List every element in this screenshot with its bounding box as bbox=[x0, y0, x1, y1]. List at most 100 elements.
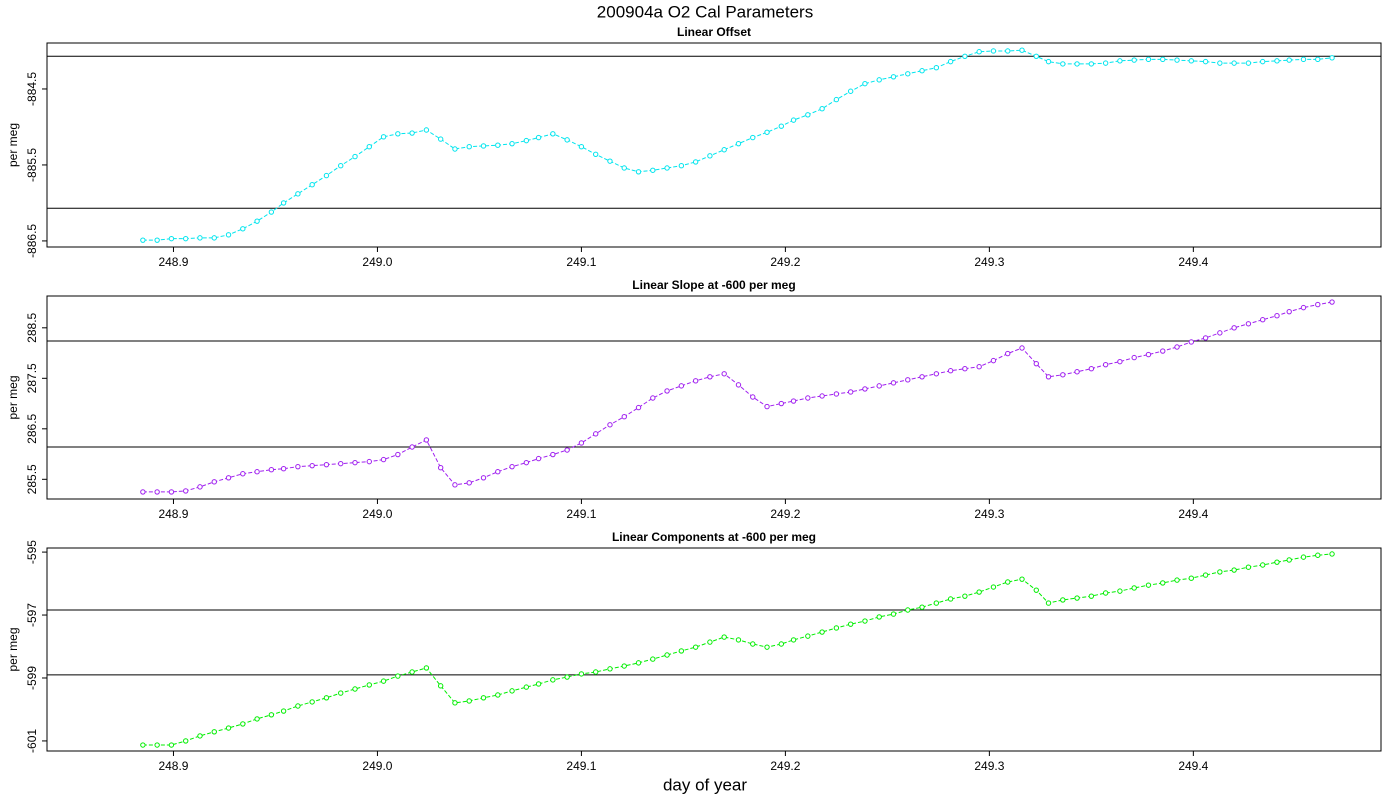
data-point bbox=[933, 600, 940, 606]
data-point bbox=[409, 669, 415, 675]
data-point bbox=[1033, 360, 1039, 367]
data-point bbox=[352, 153, 358, 160]
data-point bbox=[692, 159, 699, 165]
data-point bbox=[309, 462, 315, 469]
data-point bbox=[890, 380, 897, 386]
data-point bbox=[764, 129, 770, 135]
y-tick-label: -886.5 bbox=[25, 224, 39, 258]
data-point bbox=[1160, 580, 1166, 586]
data-point bbox=[778, 641, 785, 647]
data-point bbox=[833, 625, 840, 631]
data-point bbox=[295, 463, 301, 470]
panel-title: Linear Components at -600 per meg bbox=[612, 530, 816, 544]
data-point bbox=[976, 363, 982, 370]
data-point bbox=[1033, 587, 1039, 593]
data-point bbox=[664, 652, 670, 658]
x-tick-label: 248.9 bbox=[158, 759, 188, 773]
data-point bbox=[947, 58, 954, 65]
data-point bbox=[862, 80, 868, 87]
data-point bbox=[819, 106, 825, 112]
data-point bbox=[140, 237, 146, 243]
data-point bbox=[1259, 562, 1266, 568]
y-tick-label: 288.5 bbox=[25, 312, 39, 342]
data-point bbox=[1329, 55, 1335, 61]
data-point bbox=[1245, 564, 1252, 570]
data-point bbox=[947, 368, 954, 374]
data-point bbox=[225, 475, 232, 481]
data-point bbox=[1174, 577, 1180, 583]
data-point bbox=[1286, 557, 1292, 563]
data-point bbox=[919, 374, 925, 380]
data-point bbox=[495, 692, 501, 698]
data-point bbox=[1160, 56, 1166, 63]
data-point bbox=[962, 53, 968, 59]
data-point bbox=[1102, 361, 1109, 368]
data-point bbox=[168, 489, 175, 495]
data-point bbox=[976, 589, 982, 595]
data-point bbox=[621, 663, 627, 669]
data-point bbox=[1005, 48, 1011, 54]
data-point bbox=[890, 74, 897, 80]
figure-title: 200904a O2 Cal Parameters bbox=[597, 2, 813, 21]
data-point bbox=[819, 629, 825, 635]
data-point bbox=[366, 458, 372, 465]
data-point bbox=[423, 437, 430, 443]
data-point bbox=[721, 147, 727, 153]
y-tick-label: -599 bbox=[25, 666, 39, 690]
data-point bbox=[523, 459, 530, 466]
data-point bbox=[564, 447, 570, 453]
data-point bbox=[876, 614, 882, 620]
data-point bbox=[635, 404, 642, 411]
data-point bbox=[790, 117, 797, 123]
data-point bbox=[1117, 58, 1123, 64]
data-point bbox=[495, 142, 501, 148]
data-point bbox=[862, 386, 868, 392]
data-point bbox=[721, 634, 727, 640]
data-point bbox=[550, 131, 556, 137]
data-point bbox=[395, 451, 401, 458]
y-tick-label: 287.5 bbox=[25, 363, 39, 393]
data-point bbox=[395, 131, 401, 137]
data-point bbox=[790, 398, 797, 404]
x-axis-label: day of year bbox=[663, 775, 747, 794]
data-point bbox=[154, 237, 160, 243]
data-point bbox=[1102, 590, 1109, 596]
data-point bbox=[154, 489, 160, 495]
data-point bbox=[990, 357, 997, 364]
data-point bbox=[1060, 597, 1066, 603]
data-point bbox=[1174, 344, 1180, 350]
data-point bbox=[976, 49, 982, 55]
data-point bbox=[1088, 61, 1095, 67]
x-tick-label: 249.0 bbox=[362, 255, 392, 269]
data-point bbox=[1202, 335, 1209, 341]
y-axis-label: per meg bbox=[6, 123, 20, 167]
data-point bbox=[778, 400, 785, 407]
data-point bbox=[437, 464, 444, 471]
data-point bbox=[211, 729, 217, 735]
data-point bbox=[735, 140, 742, 147]
data-point bbox=[1174, 57, 1180, 63]
data-point bbox=[280, 200, 287, 206]
data-point bbox=[735, 637, 742, 643]
data-point bbox=[1131, 585, 1137, 591]
data-point bbox=[380, 678, 387, 684]
x-tick-label: 248.9 bbox=[158, 255, 188, 269]
data-point bbox=[564, 137, 570, 143]
data-point bbox=[154, 742, 160, 748]
data-point bbox=[750, 134, 756, 141]
data-point bbox=[352, 686, 358, 692]
data-point bbox=[211, 479, 217, 485]
data-point bbox=[240, 226, 246, 232]
data-point bbox=[621, 165, 627, 171]
data-point bbox=[168, 742, 175, 748]
data-point bbox=[578, 440, 585, 446]
data-point bbox=[990, 48, 997, 54]
data-point bbox=[750, 394, 756, 400]
data-point bbox=[323, 695, 330, 701]
data-point bbox=[395, 673, 401, 679]
data-point bbox=[990, 584, 997, 590]
data-point bbox=[1217, 330, 1223, 336]
data-point bbox=[592, 431, 599, 437]
data-point bbox=[1160, 348, 1166, 354]
